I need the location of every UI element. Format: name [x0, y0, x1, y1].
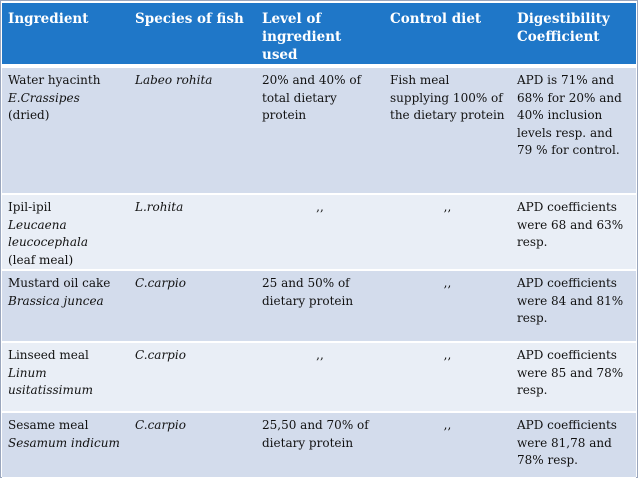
ingredient-name: Mustard oil cake — [8, 276, 111, 290]
ingredient-cell: Mustard oil cake Brassica juncea — [2, 270, 129, 343]
level-cell: 25,50 and 70% of dietary protein — [256, 412, 384, 479]
species-cell: C.carpio — [129, 412, 256, 479]
ingredient-scientific-name: Linum usitatissimum — [8, 365, 94, 398]
digestibility-cell: APD coefficients were 68 and 63% resp. — [511, 194, 636, 271]
ingredient-note: (dried) — [8, 108, 50, 122]
header-species: Species of fish — [129, 3, 256, 68]
table-header-row: Ingredient Species of fish Level of ingr… — [2, 3, 636, 68]
ingredient-scientific-name: E.Crassipes — [8, 90, 80, 105]
control-cell: ,, — [384, 194, 511, 271]
level-cell: 25 and 50% of dietary protein — [256, 270, 384, 343]
digestibility-cell: APD is 71% and 68% for 20% and 40% inclu… — [511, 66, 636, 195]
digestibility-cell: APD coefficients were 85 and 78% resp. — [511, 342, 636, 413]
digestibility-cell: APD coefficients were 84 and 81% resp. — [511, 270, 636, 343]
ingredient-cell: Linseed meal Linum usitatissimum — [2, 342, 129, 413]
level-cell: ,, — [256, 342, 384, 413]
ingredient-cell: Ipil-ipil Leucaena leucocephala (leaf me… — [2, 194, 129, 271]
table-row: Linseed meal Linum usitatissimum C.carpi… — [2, 342, 636, 413]
ingredient-name: Sesame meal — [8, 418, 89, 432]
table-row: Water hyacinth E.Crassipes (dried) Labeo… — [2, 66, 636, 195]
species-cell: Labeo rohita — [129, 66, 256, 195]
ingredient-note: (leaf meal) — [8, 252, 74, 267]
ingredient-scientific-name: Leucaena leucocephala — [8, 217, 88, 250]
header-level: Level of ingredient used — [256, 3, 384, 68]
digestibility-table: Ingredient Species of fish Level of ingr… — [2, 3, 636, 479]
digestibility-cell: APD coefficients were 81,78 and 78% resp… — [511, 412, 636, 479]
species-cell: L.rohita — [129, 194, 256, 271]
header-digestibility: Digestibility Coefficient — [511, 3, 636, 68]
control-cell: ,, — [384, 270, 511, 343]
ingredient-scientific-name: Sesamum indicum — [8, 435, 120, 450]
level-cell: ,, — [256, 194, 384, 271]
table-row: Sesame meal Sesamum indicum C.carpio 25,… — [2, 412, 636, 479]
ingredient-name: Ipil-ipil — [8, 200, 52, 214]
species-cell: C.carpio — [129, 342, 256, 413]
ingredient-cell: Water hyacinth E.Crassipes (dried) — [2, 66, 129, 195]
header-ingredient: Ingredient — [2, 3, 129, 68]
control-cell: ,, — [384, 412, 511, 479]
ingredient-scientific-name: Brassica juncea — [8, 293, 104, 308]
ingredient-name: Water hyacinth — [8, 73, 101, 87]
level-cell: 20% and 40% of total dietary protein — [256, 66, 384, 195]
control-cell: Fish meal supplying 100% of the dietary … — [384, 66, 511, 195]
control-cell: ,, — [384, 342, 511, 413]
table-row: Mustard oil cake Brassica juncea C.carpi… — [2, 270, 636, 343]
ingredient-name: Linseed meal — [8, 348, 89, 362]
header-control: Control diet — [384, 3, 511, 68]
species-cell: C.carpio — [129, 270, 256, 343]
ingredient-cell: Sesame meal Sesamum indicum — [2, 412, 129, 479]
table-row: Ipil-ipil Leucaena leucocephala (leaf me… — [2, 194, 636, 271]
